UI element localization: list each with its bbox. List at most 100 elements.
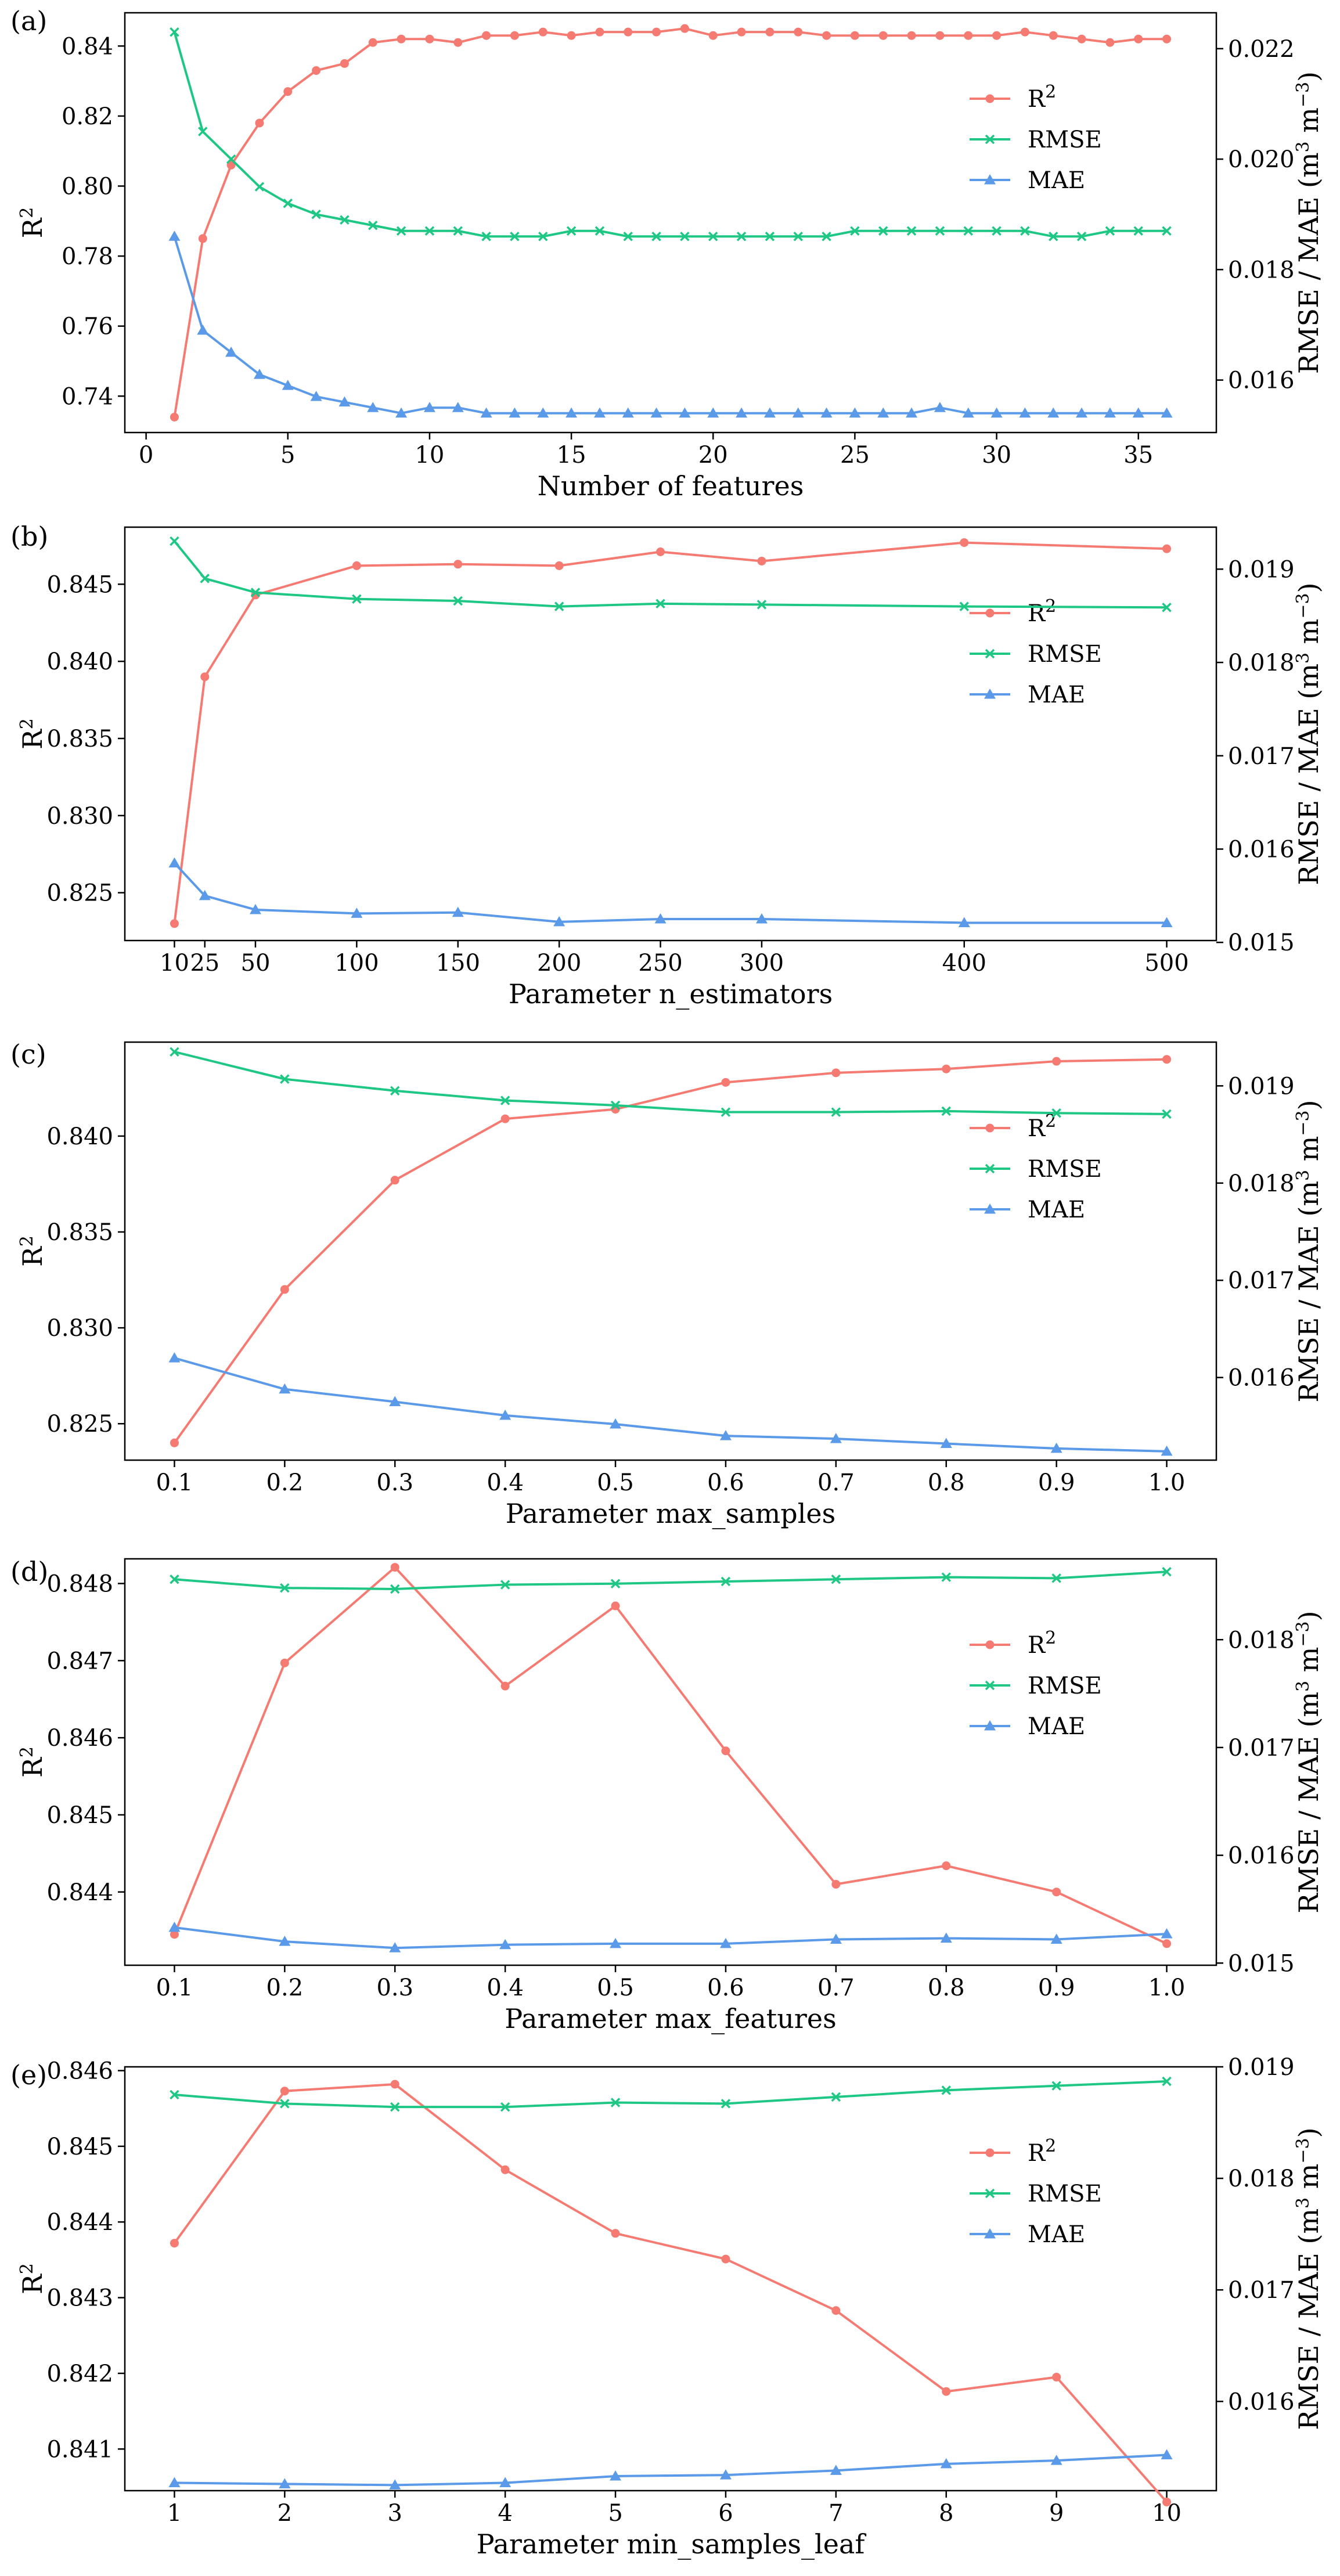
- y-right-axis-label: RMSE / MAE (m3 m−3): [1293, 2127, 1324, 2430]
- plot-frame: [124, 12, 1217, 434]
- y-left-tick-label: 0.825: [46, 880, 113, 907]
- text-part: MAE: [1028, 2221, 1085, 2248]
- y-right-tick-label: 0.016: [1228, 836, 1295, 863]
- rmse-point: [352, 594, 362, 604]
- superscript: 2: [17, 1235, 37, 1246]
- rmse-point: [510, 232, 520, 242]
- rmse-point: [721, 1576, 731, 1587]
- r2-point: [878, 31, 888, 40]
- y-right-tick-label: 0.016: [1228, 2388, 1295, 2415]
- legend-r2-label: R2​: [1028, 1628, 1056, 1659]
- mae-point: [225, 347, 237, 357]
- r2-point: [198, 234, 207, 243]
- y-right-tick-label: 0.017: [1228, 1735, 1295, 1761]
- text-part: RMSE: [1028, 127, 1102, 153]
- mae-point: [830, 1433, 842, 1443]
- rmse-point: [941, 1106, 951, 1116]
- y-left-axis-label: R2​: [17, 1235, 48, 1267]
- rmse-point: [655, 599, 665, 609]
- mae-point: [906, 407, 918, 418]
- y-right-tick-label: 0.022: [1228, 36, 1295, 63]
- mae-point: [168, 857, 181, 868]
- rmse-point: [721, 2099, 731, 2109]
- x-tick-label: 50: [241, 950, 271, 977]
- superscript: −3: [1293, 82, 1313, 107]
- rmse-point: [935, 226, 945, 236]
- panel-label: (c): [10, 1039, 46, 1070]
- x-axis-label: Parameter n_estimators: [509, 978, 833, 1010]
- plot-frame: [124, 1041, 1217, 1461]
- x-tick-label: 0.5: [597, 1975, 634, 2001]
- y-left-tick-label: 0.842: [46, 2361, 113, 2387]
- text-part: R: [17, 2274, 48, 2294]
- x-tick-label: 0.6: [707, 1469, 744, 1496]
- r2-point: [425, 34, 434, 44]
- y-left-tick-label: 0.78: [62, 243, 113, 270]
- superscript: −3: [1293, 1621, 1313, 1647]
- mae-point: [499, 1939, 511, 1950]
- series-r2: [170, 2080, 1172, 2507]
- series-mae: [168, 230, 1173, 418]
- y-left-axis-label: R2​: [17, 2263, 48, 2294]
- text-part: ): [1293, 582, 1324, 593]
- mae-point: [389, 2479, 401, 2489]
- y-right-tick-label: 0.017: [1228, 2277, 1295, 2304]
- y-left-axis-label: R2​: [17, 718, 48, 750]
- mae-point: [452, 402, 464, 412]
- mae-point: [389, 1942, 401, 1952]
- series-mae: [168, 1922, 1173, 1952]
- rmse-point: [500, 1580, 510, 1590]
- r2-point: [935, 31, 945, 40]
- rmse-point: [1133, 226, 1143, 236]
- rmse-point: [1051, 1573, 1061, 1583]
- text-part: R: [1028, 600, 1046, 627]
- panel-1: 10 25 50 100 150 200 250 300 400 500 0.825 0.830 0.8…: [10, 521, 1324, 1010]
- text-part: ): [1293, 71, 1324, 82]
- series-mae: [168, 1352, 1173, 1456]
- mae-point: [499, 2477, 511, 2488]
- rmse-point: [453, 596, 463, 606]
- rmse-point: [878, 226, 888, 236]
- rmse-point: [283, 198, 293, 208]
- text-part: m: [1293, 619, 1324, 653]
- x-tick-label: 7: [829, 2500, 843, 2527]
- mae-point: [593, 407, 606, 418]
- r2-point: [500, 2165, 510, 2174]
- y-left-tick-label: 0.846: [46, 1725, 113, 1752]
- y-right-tick-label: 0.015: [1228, 929, 1295, 956]
- rmse-point: [651, 232, 661, 242]
- rmse-point: [992, 226, 1002, 236]
- y-left-tick-label: 0.830: [46, 1315, 113, 1342]
- rmse-point: [793, 232, 803, 242]
- y-left-tick-label: 0.845: [46, 2134, 113, 2160]
- y-right-tick-label: 0.016: [1228, 1843, 1295, 1869]
- x-tick-label: 5: [608, 2500, 622, 2527]
- legend-rmse-marker: [985, 134, 995, 145]
- r2-point: [1020, 27, 1029, 37]
- text-part: MAE: [1028, 1197, 1085, 1223]
- mae-point: [940, 1437, 952, 1449]
- text-part: R: [1028, 2140, 1046, 2167]
- superscript: 2: [17, 718, 37, 729]
- r2-point: [510, 31, 519, 40]
- superscript: −3: [1293, 2138, 1313, 2163]
- rmse-point: [390, 1584, 400, 1594]
- x-tick-label: 1.0: [1148, 1975, 1186, 2001]
- rmse-point: [595, 226, 605, 236]
- rmse-point: [198, 127, 208, 136]
- y-right-axis-label: RMSE / MAE (m3 m−3): [1293, 582, 1324, 885]
- rmse-point: [610, 2098, 621, 2107]
- x-tick-label: 0.4: [487, 1975, 524, 2001]
- series-r2: [170, 24, 1172, 421]
- r2-point: [170, 919, 179, 928]
- series-r2: [170, 1563, 1172, 1948]
- r2-point: [170, 2239, 179, 2248]
- y-right-tick-label: 0.019: [1228, 1073, 1295, 1100]
- rmse-point: [280, 1583, 290, 1593]
- y-right-tick-label: 0.018: [1228, 2166, 1295, 2192]
- r2-point: [721, 2254, 730, 2264]
- superscript: −3: [1293, 1110, 1313, 1136]
- r2-point: [850, 31, 859, 40]
- mae-point: [849, 407, 861, 418]
